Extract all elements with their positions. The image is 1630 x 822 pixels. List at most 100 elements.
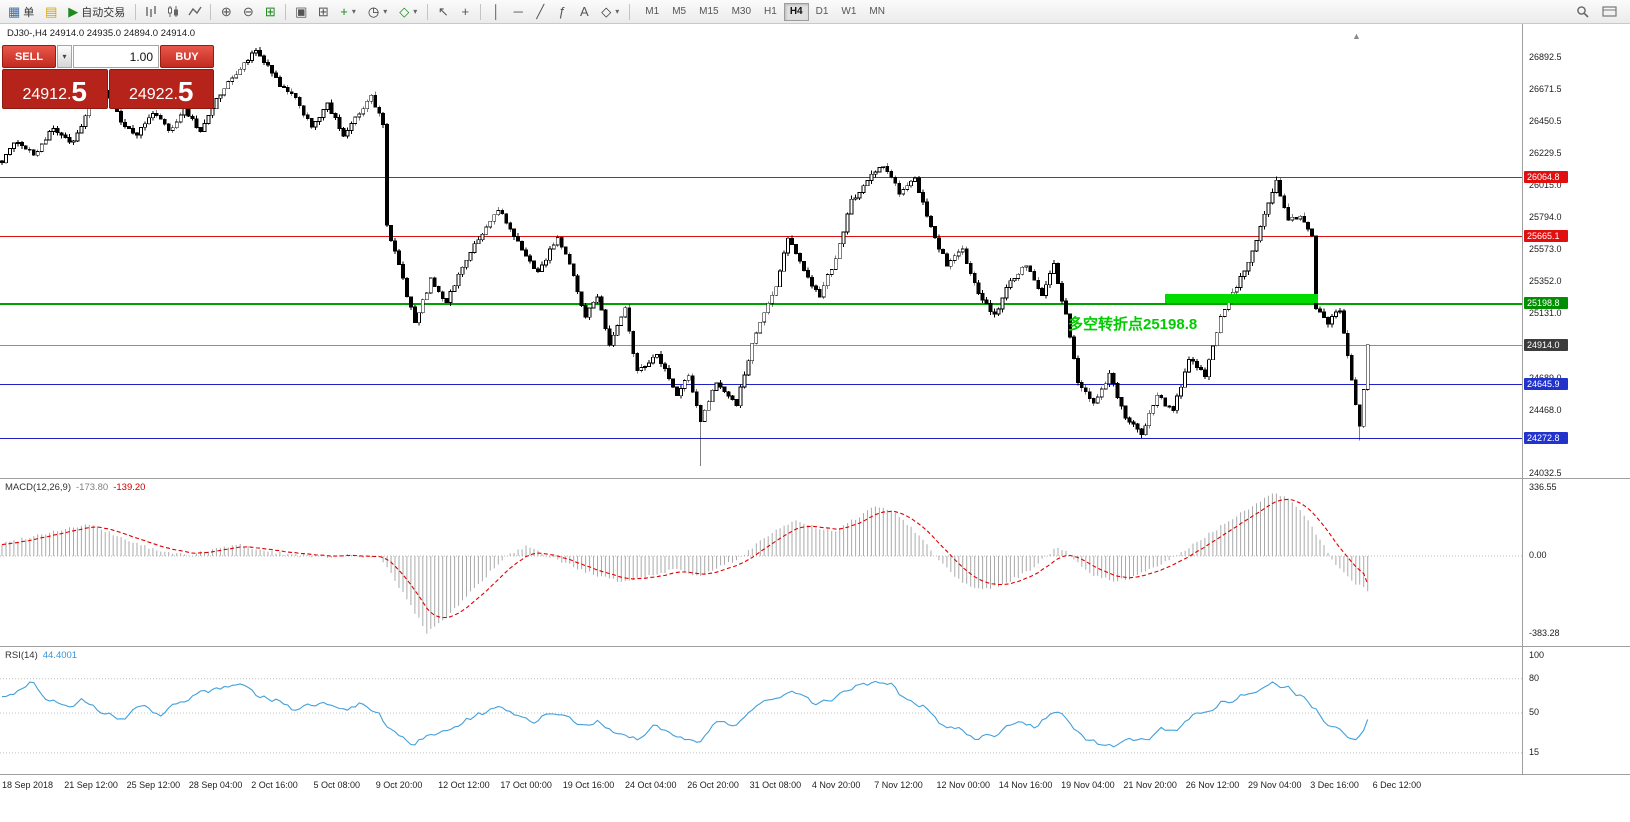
chart-area: 多空转折点25198.8 DJ30-,H4 24914.0 24935.0 24… [0,24,1630,822]
text-tool-icon[interactable]: A [579,4,589,19]
chart-shift-marker-icon: ▲ [1352,31,1361,41]
pivot-line-25198[interactable] [0,303,1522,306]
time-axis-label: 7 Nov 12:00 [874,780,923,790]
new-order-button[interactable]: ▦ 单 [3,2,39,22]
price-axis-label: 25573.0 [1529,243,1562,254]
macd-label: MACD(12,26,9) -173.80 -139.20 [5,482,150,493]
line-chart-icon[interactable] [185,2,205,22]
price-axis-label: 24468.0 [1529,404,1562,415]
price-axis-label: 26015.0 [1529,179,1562,190]
time-axis-label: 26 Oct 20:00 [687,780,739,790]
chevron-down-icon: ▾ [413,7,418,16]
annotation-text[interactable]: 多空转折点25198.8 [1068,316,1198,334]
rsi-pane[interactable]: RSI(14) 44.4001 [0,647,1522,774]
time-axis-label: 4 Nov 20:00 [811,780,861,790]
price-level-tag: 24272.8 [1524,432,1568,445]
price-axis-label: 26671.5 [1529,84,1562,95]
main-toolbar: ▦ 单 ▤ ▶ 自动交易 ⊕ ⊖ ⊞ ▣ ⊞ + ▾ ◷ ▾ [0,0,1630,24]
timeframe-mn[interactable]: MN [869,6,885,17]
price-axis-label: 26450.5 [1529,116,1562,127]
indicators-icon: ◇ [399,4,410,19]
zoom-in-icon[interactable]: ⊕ [220,4,232,19]
timeframe-m15[interactable]: M15 [699,6,719,17]
panel-icon[interactable] [1599,2,1619,22]
pane-separator[interactable] [0,646,1630,647]
current-price-line[interactable] [0,344,1522,346]
time-axis-label: 25 Sep 12:00 [126,780,181,790]
pane-separator[interactable] [0,478,1630,479]
timeframe-w1[interactable]: W1 [841,6,857,17]
sell-price-display[interactable]: 24912. 5 [2,69,108,109]
price-axis-label: 26229.5 [1529,148,1562,159]
rsi-axis-label: 100 [1529,650,1545,660]
timeframe-m30[interactable]: M30 [731,6,752,17]
sell-price-big-digit: 5 [71,76,87,108]
fibonacci-tool-icon[interactable]: ƒ [558,4,566,19]
buy-price-big-digit: 5 [177,76,194,108]
volume-input[interactable] [73,45,159,68]
buy-button[interactable]: BUY [160,45,214,68]
arrange-windows-icon[interactable]: ⊞ [317,4,329,19]
volume-dropdown-button[interactable]: ▾ [57,45,72,68]
time-axis-label: 18 Sep 2018 [2,780,54,790]
timeframe-d1[interactable]: D1 [815,6,829,17]
time-axis-label: 3 Dec 16:00 [1310,780,1359,790]
price-level-tag: 25198.8 [1524,297,1568,310]
sell-button[interactable]: SELL [2,45,56,68]
toolbar-right-icons [1573,2,1627,22]
time-axis-label: 21 Sep 12:00 [64,780,118,790]
shapes-icon: ◇ [601,4,612,19]
rsi-axis-label: 15 [1529,746,1540,757]
time-axis-label: 19 Nov 04:00 [1061,780,1115,790]
time-axis-label: 29 Nov 04:00 [1248,780,1302,790]
buy-price-display[interactable]: 24922. 5 [108,69,214,109]
zoom-out-icon[interactable]: ⊖ [242,4,254,19]
time-axis: 18 Sep 2018 21 Sep 12:00 25 Sep 12:00 28 Se… [0,774,1630,822]
new-order-icon: ▦ [8,4,21,19]
trendline-tool-icon[interactable]: ╱ [536,4,545,19]
shapes-tool-button[interactable]: ◇ ▾ [596,2,624,22]
resistance-line-26064[interactable] [0,177,1522,179]
search-icon[interactable] [1573,2,1593,22]
price-level-tag: 24645.9 [1524,377,1568,390]
rsi-label: RSI(14) 44.4001 [5,650,82,661]
vertical-line-tool-icon[interactable]: │ [492,4,501,19]
candlestick-chart-icon[interactable] [163,2,183,22]
crosshair-icon[interactable]: + [461,4,470,19]
one-click-trading-panel: SELL ▾ BUY 24912.5 24922.5 [2,45,214,109]
cursor-icon[interactable]: ↖ [437,4,449,19]
highlight-zone[interactable] [1165,294,1318,304]
chevron-down-icon: ▾ [351,7,356,16]
new-order-label: 单 [23,6,35,19]
indicators-button[interactable]: ◇ ▾ [394,2,422,22]
time-axis-label: 26 Nov 12:00 [1185,780,1240,790]
bar-chart-icon[interactable] [141,2,161,22]
timeframe-m1[interactable]: M1 [645,6,660,17]
autotrading-button[interactable]: ▶ 自动交易 [63,2,130,22]
rsi-name: RSI(14) [5,650,38,661]
price-axis-label: 25131.0 [1529,308,1562,319]
history-icon[interactable]: ▤ [45,4,58,19]
timeframe-h4[interactable]: H4 [783,2,809,21]
timeframe-m5[interactable]: M5 [672,6,687,17]
time-axis-label: 6 Dec 12:00 [1372,780,1422,790]
price-level-tag: 25665.1 [1524,229,1568,242]
price-axis-label: 24032.5 [1529,468,1562,478]
timeframe-h1[interactable]: H1 [764,6,777,17]
price-chart-pane[interactable]: 多空转折点25198.8 DJ30-,H4 24914.0 24935.0 24… [0,24,1522,478]
price-axis-label: 26892.5 [1529,52,1562,62]
time-axis-label: 24 Oct 04:00 [625,780,677,790]
support-line-24645[interactable] [0,383,1522,385]
rsi-axis-label: 50 [1529,707,1540,717]
resistance-line-25665[interactable] [0,235,1522,237]
tile-windows-icon[interactable]: ⊞ [264,4,276,19]
time-axis-label: 28 Sep 04:00 [188,780,243,790]
support-line-24272[interactable] [0,438,1522,440]
periods-button[interactable]: ◷ ▾ [363,2,392,22]
buy-price: 24922. [128,86,178,104]
cascade-windows-icon[interactable]: ▣ [295,4,308,19]
macd-pane[interactable]: MACD(12,26,9) -173.80 -139.20 [0,479,1522,646]
rsi-series [0,678,1522,754]
new-chart-button[interactable]: + ▾ [335,2,361,22]
horizontal-line-tool-icon[interactable]: ─ [513,4,523,19]
